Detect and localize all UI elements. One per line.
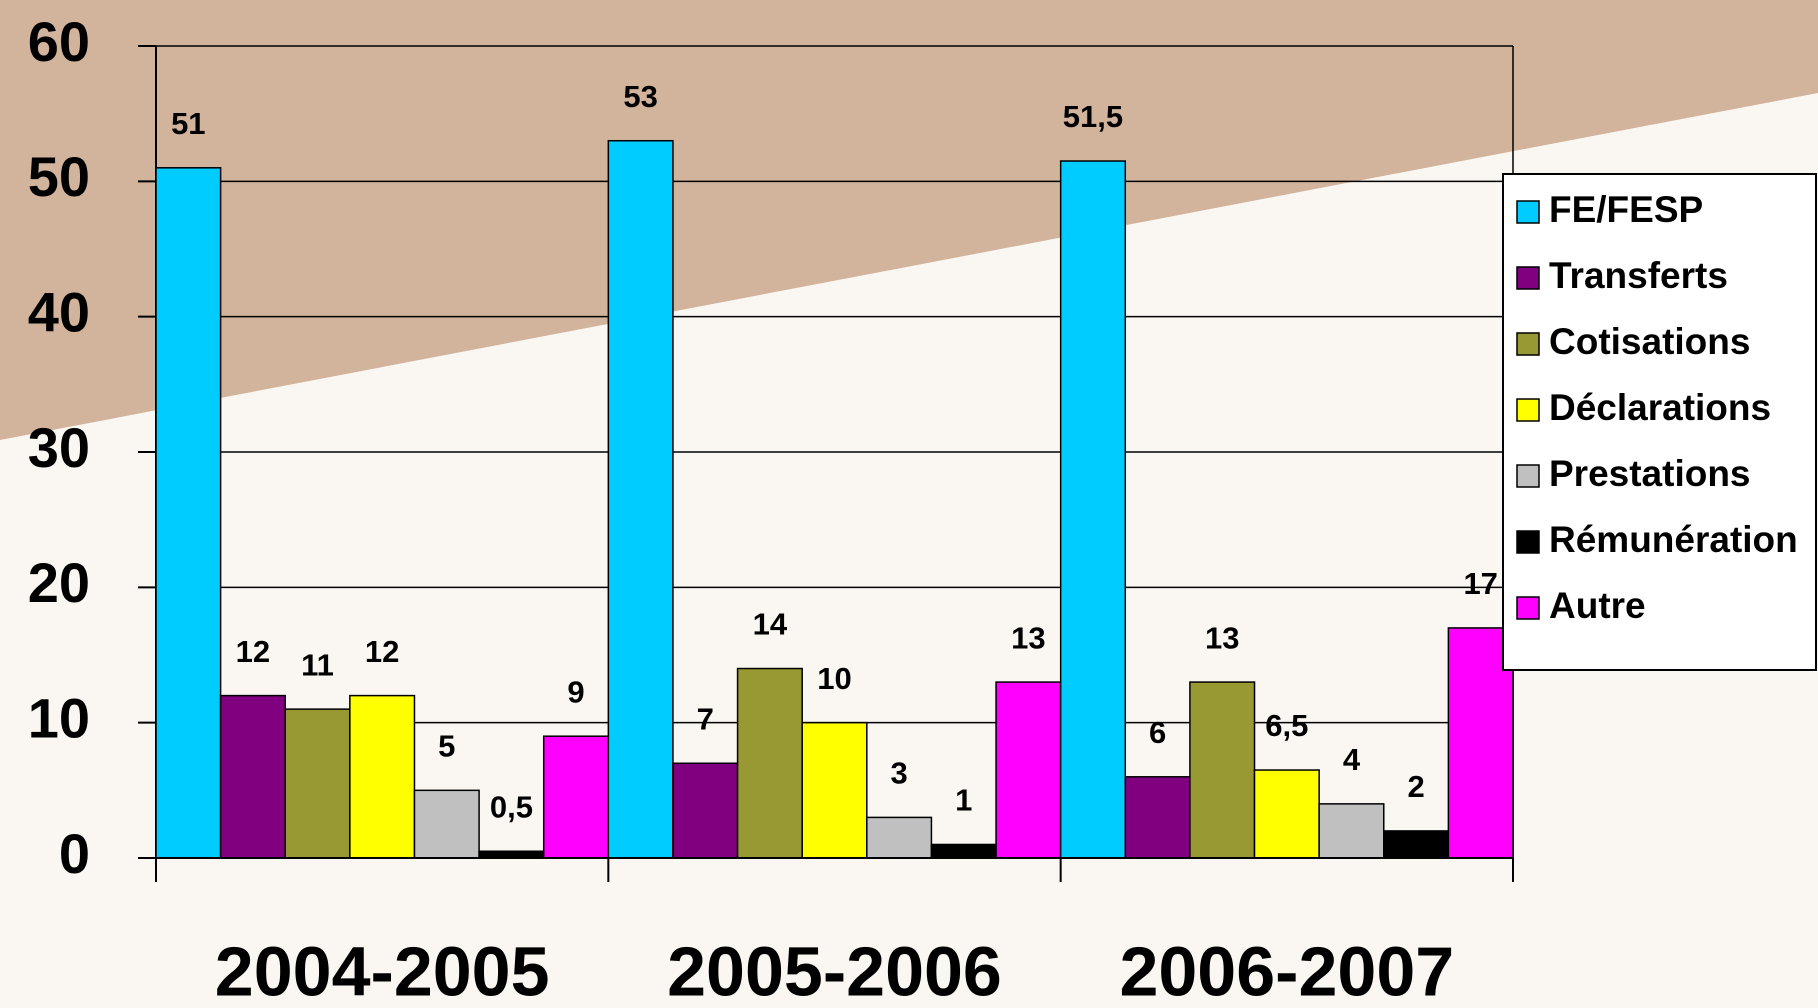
value-label: 9 xyxy=(567,674,584,709)
value-label: 14 xyxy=(753,607,788,642)
bar xyxy=(607,139,674,859)
bar xyxy=(1318,803,1385,859)
y-tick-label: 30 xyxy=(28,416,90,479)
value-label: 3 xyxy=(890,756,907,791)
bar xyxy=(1059,160,1127,859)
x-tick-label: 2005-2006 xyxy=(667,932,1002,1008)
value-label: 4 xyxy=(1343,742,1361,777)
value-label: 17 xyxy=(1463,566,1497,601)
legend-swatch xyxy=(1516,596,1540,620)
y-tick-label: 60 xyxy=(28,10,90,73)
legend-label: Transferts xyxy=(1549,255,1728,296)
x-tick-label: 2004-2005 xyxy=(215,932,550,1008)
legend-swatch xyxy=(1516,332,1540,356)
value-label: 12 xyxy=(365,634,399,669)
legend-box xyxy=(1502,173,1817,671)
value-label: 13 xyxy=(1205,620,1239,655)
bar xyxy=(995,681,1062,859)
y-tick-label: 0 xyxy=(59,822,90,885)
legend-label: Déclarations xyxy=(1549,387,1771,428)
value-label: 7 xyxy=(697,701,714,736)
value-label: 51,5 xyxy=(1063,99,1123,134)
bar xyxy=(349,694,416,859)
legend-swatch xyxy=(1516,530,1540,554)
y-tick-label: 20 xyxy=(28,551,90,614)
bar xyxy=(1124,776,1191,859)
value-label: 11 xyxy=(301,647,334,682)
bar xyxy=(478,850,545,859)
legend-swatch xyxy=(1516,464,1540,488)
bar xyxy=(930,843,997,859)
value-label: 6,5 xyxy=(1265,708,1308,743)
y-tick-label: 50 xyxy=(28,145,90,208)
legend-swatch xyxy=(1516,266,1540,290)
value-label: 0,5 xyxy=(490,789,533,824)
value-label: 1 xyxy=(955,783,972,818)
y-tick-label: 40 xyxy=(28,280,90,343)
background-band xyxy=(0,0,1818,440)
legend-swatch xyxy=(1516,200,1540,224)
bar xyxy=(219,694,286,859)
value-label: 5 xyxy=(438,729,455,764)
legend-swatch xyxy=(1516,398,1540,422)
legend-label: Cotisations xyxy=(1549,321,1750,362)
value-label: 13 xyxy=(1011,620,1045,655)
legend-label: FE/FESP xyxy=(1549,189,1703,230)
bar xyxy=(542,735,610,859)
bar xyxy=(284,708,351,859)
bar xyxy=(736,667,803,859)
bar xyxy=(801,721,868,859)
value-label: 51 xyxy=(171,106,205,141)
value-label: 6 xyxy=(1149,715,1166,750)
value-label: 2 xyxy=(1407,769,1424,804)
x-tick-label: 2006-2007 xyxy=(1119,932,1454,1008)
bar xyxy=(155,167,222,859)
legend-label: Autre xyxy=(1549,585,1646,626)
bar xyxy=(866,816,933,859)
bar xyxy=(1253,769,1320,859)
value-label: 12 xyxy=(236,634,270,669)
legend-label: Prestations xyxy=(1549,453,1751,494)
y-tick-label: 10 xyxy=(28,686,90,749)
value-label: 10 xyxy=(817,661,851,696)
bar xyxy=(1383,830,1450,859)
bar xyxy=(413,789,480,859)
bar xyxy=(672,762,739,859)
legend-label: Rémunération xyxy=(1549,519,1798,560)
value-label: 53 xyxy=(623,79,657,114)
bar xyxy=(1189,681,1256,859)
